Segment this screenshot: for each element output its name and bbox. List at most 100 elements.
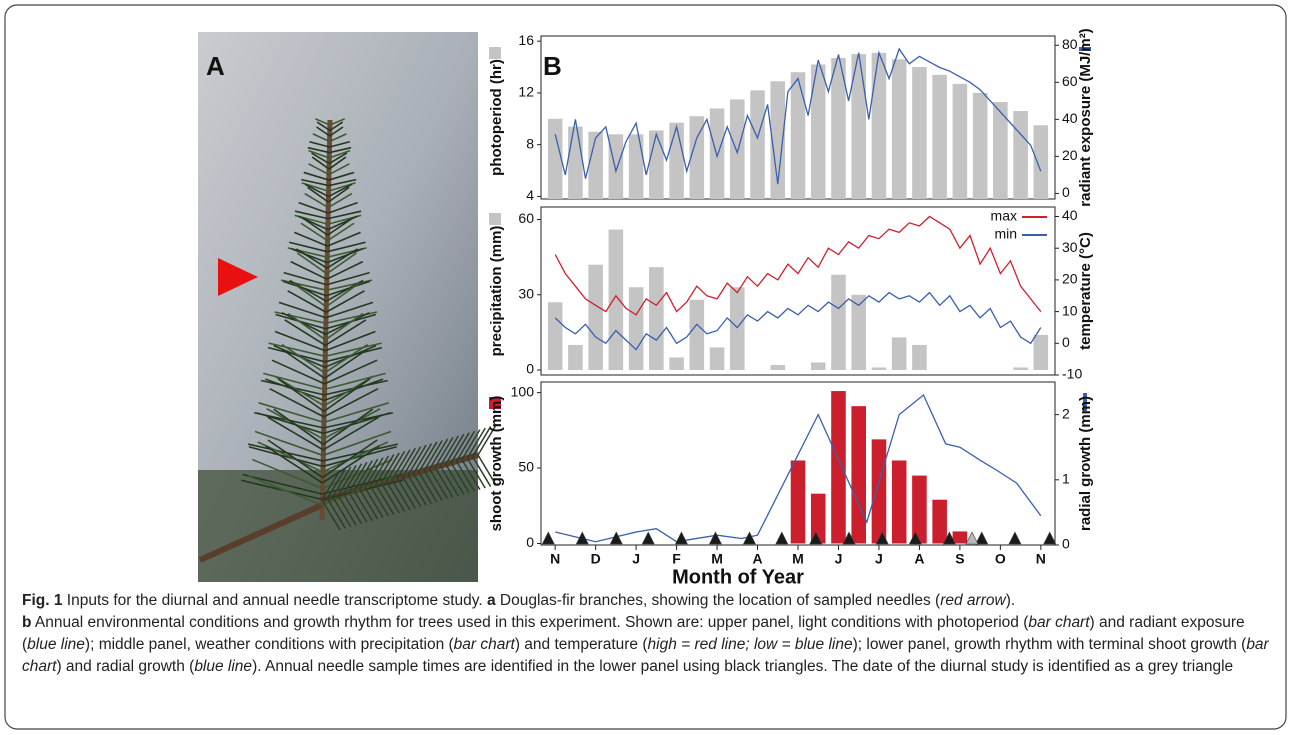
needle — [314, 118, 331, 126]
y-tick-label: 30 — [518, 285, 534, 301]
needle — [303, 171, 330, 181]
needle — [311, 156, 330, 170]
needle — [326, 252, 357, 275]
caption-label: Fig. 1 — [22, 592, 63, 609]
needle — [274, 375, 325, 407]
needle — [329, 146, 352, 154]
bar — [588, 131, 603, 199]
bar — [891, 460, 907, 544]
needle — [292, 282, 327, 308]
needle — [296, 252, 328, 275]
needle — [281, 343, 326, 374]
chart: 0 30 60 -10 0 10 20 30 40 precipitation (mm) tempe… — [488, 206, 1094, 382]
needle — [471, 426, 492, 457]
chart: 4 8 12 16 0 20 40 60 80 photoperiod (hr) radiant e… — [488, 28, 1094, 206]
needle — [322, 408, 374, 446]
needle — [328, 163, 350, 176]
caption-emph: bar chart — [453, 636, 515, 653]
needle — [402, 476, 422, 508]
needle — [295, 248, 328, 269]
needle — [375, 454, 395, 485]
needle — [316, 121, 331, 132]
needle — [326, 248, 358, 269]
bar — [831, 391, 846, 544]
line — [554, 215, 1042, 316]
needle — [327, 192, 353, 209]
x-tick-label: O — [995, 551, 1006, 567]
needle — [407, 444, 427, 476]
needle — [466, 427, 486, 459]
chart: 0 50 100 0 1 2 shoot growth (mm) radial growth … — [488, 381, 1094, 588]
needle — [326, 271, 370, 286]
needle — [258, 402, 324, 424]
needle — [321, 479, 404, 501]
needle — [461, 429, 481, 461]
sample-marker — [708, 531, 722, 545]
needle — [256, 412, 324, 435]
needle — [325, 301, 374, 319]
bar — [608, 229, 624, 370]
needle — [304, 192, 329, 209]
bar — [547, 118, 563, 199]
needle — [322, 458, 393, 490]
caption-text: ) and temperature ( — [514, 636, 648, 653]
x-axis-label: Month of Year — [672, 566, 804, 588]
caption-text: ); lower panel, growth rhythm with termi… — [852, 636, 1247, 653]
needle — [428, 468, 449, 500]
caption-panel: a — [487, 592, 496, 609]
bar — [568, 126, 583, 199]
needle — [375, 484, 395, 515]
legend-swatch — [1079, 47, 1091, 51]
bar — [851, 406, 866, 544]
caption-emph: blue line — [27, 636, 85, 653]
legend-swatch — [489, 213, 501, 225]
needle — [326, 468, 347, 499]
needle — [327, 241, 366, 253]
needle — [445, 433, 465, 465]
figure-border — [4, 4, 1287, 730]
needle — [359, 488, 379, 520]
y2-tick-label: 60 — [1062, 73, 1078, 89]
y2-tick-label: 20 — [1062, 147, 1078, 163]
caption-emph: red arrow — [940, 592, 1006, 609]
needle — [385, 480, 406, 512]
y2-tick-label: -10 — [1062, 366, 1082, 382]
needle — [301, 178, 329, 187]
needle — [294, 210, 329, 220]
needle — [322, 416, 380, 451]
needle — [329, 149, 351, 159]
needle — [267, 439, 324, 479]
caption-text: ) and radiant exposure ( — [22, 614, 1245, 653]
needle — [450, 432, 470, 464]
needle — [287, 290, 327, 313]
needle — [348, 491, 368, 523]
y2-tick-label: 40 — [1062, 110, 1078, 126]
bar — [750, 90, 765, 199]
needle — [327, 231, 361, 247]
bar — [608, 134, 624, 199]
needle — [242, 473, 323, 495]
bar — [689, 299, 705, 370]
needle — [248, 446, 324, 468]
needle — [412, 473, 433, 505]
x-tick-label: J — [875, 551, 883, 567]
needle — [322, 430, 392, 457]
bar — [770, 81, 786, 199]
needle — [353, 460, 373, 492]
needle — [268, 342, 326, 358]
bar — [810, 493, 826, 544]
x-tick-label: N — [550, 551, 560, 567]
needle — [325, 282, 360, 308]
needle — [328, 152, 348, 165]
x-tick-label: N — [1036, 551, 1046, 567]
bar — [790, 460, 806, 544]
bar — [952, 531, 968, 544]
bar — [891, 337, 907, 370]
x-tick-label: A — [752, 551, 762, 567]
bar — [972, 92, 988, 199]
x-tick-label: J — [632, 551, 640, 567]
needle — [329, 121, 344, 132]
legend-label: min — [994, 226, 1017, 242]
sample-marker — [575, 531, 589, 545]
